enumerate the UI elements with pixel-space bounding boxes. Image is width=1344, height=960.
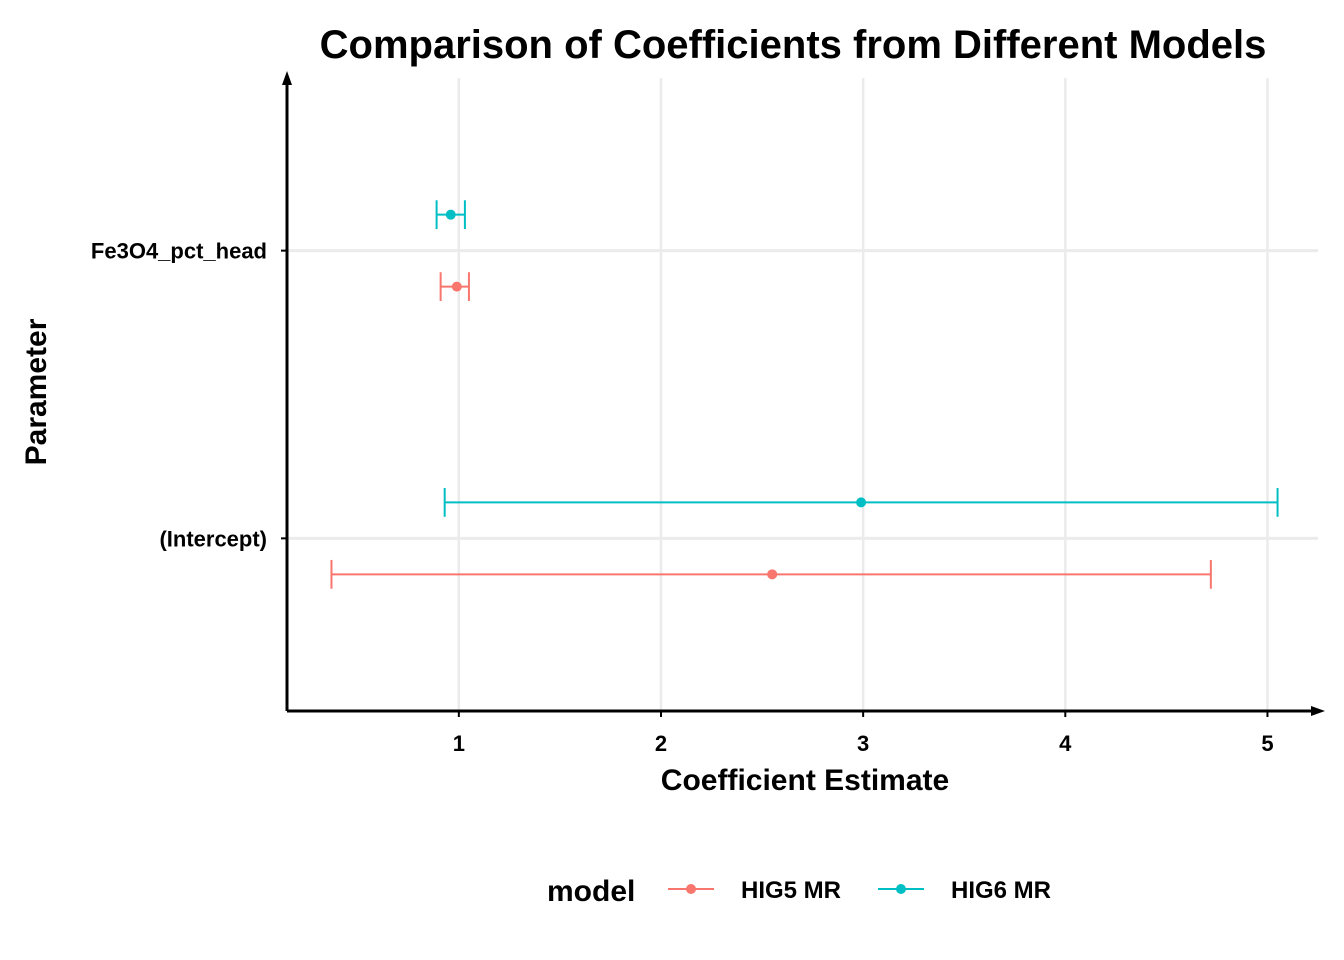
x-tick-label: 4 [1059,731,1072,756]
legend-title: model [547,875,635,908]
data-marks [330,200,1279,589]
legend: model HIG5 MR HIG6 MR [547,875,1051,908]
y-tick-label: (Intercept) [159,526,267,551]
x-tick-label: 5 [1261,731,1273,756]
legend-label: HIG6 MR [951,877,1051,904]
legend-key-point [686,884,696,894]
legend-label: HIG5 MR [741,877,841,904]
tick-labels: 1 2 3 4 5 (Intercept) Fe3O4_pct_head [91,239,1274,756]
estimate-point [445,209,456,220]
x-tick-label: 3 [857,731,869,756]
x-axis-arrowhead [1311,706,1325,716]
estimate-point [451,281,462,292]
x-axis-title: Coefficient Estimate [661,764,949,797]
y-axis-title: Parameter [20,318,53,465]
chart-title: Comparison of Coefficients from Differen… [320,23,1267,67]
y-axis-arrowhead [282,71,292,85]
y-tick-label: Fe3O4_pct_head [91,239,267,264]
x-tick-label: 1 [453,731,465,756]
axes [281,71,1325,717]
x-tick-label: 2 [655,731,667,756]
estimate-point [767,569,778,580]
estimate-point [856,497,867,508]
legend-key-point [896,884,906,894]
grid-lines [287,78,1318,711]
